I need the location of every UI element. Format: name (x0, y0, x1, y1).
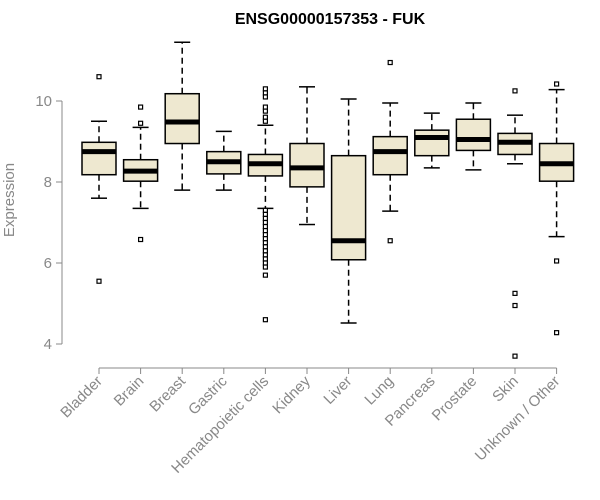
outlier-point (262, 232, 268, 238)
outlier-point (138, 120, 144, 126)
outlier-point (96, 278, 102, 284)
x-tick-label: Brain (111, 373, 148, 410)
outlier-point (262, 94, 268, 100)
box-skin (497, 88, 533, 359)
outlier-point (262, 244, 268, 250)
y-axis: 4 6 8 10 (35, 93, 63, 353)
outlier-point (262, 219, 268, 226)
box-breast (164, 41, 200, 191)
x-tick-label: Skin (489, 373, 522, 406)
outlier-point (262, 215, 268, 222)
box-brain (122, 104, 159, 243)
outlier-point (262, 104, 268, 110)
y-tick-label: 8 (44, 174, 52, 191)
x-tick-label: Kidney (269, 372, 314, 417)
outlier-point (138, 236, 144, 243)
outlier-point (512, 88, 518, 94)
chart-title: ENSG00000157353 - FUK (235, 11, 426, 28)
outlier-point (512, 302, 518, 309)
outlier-point (553, 258, 560, 264)
outlier-point (262, 118, 268, 124)
box-iqr (372, 135, 408, 176)
box-iqr (414, 129, 450, 157)
box-pancreas (414, 112, 450, 169)
x-tick-label: Lung (361, 373, 397, 409)
box-bladder (81, 74, 117, 284)
y-tick-label: 6 (44, 255, 52, 272)
box-kidney (289, 86, 325, 226)
outlier-point (262, 90, 268, 96)
outlier-point (262, 264, 268, 270)
outlier-point (96, 74, 102, 80)
box-iqr (330, 154, 367, 261)
outlier-point (262, 211, 268, 217)
outlier-point (262, 223, 268, 230)
outlier-point (262, 114, 268, 120)
outlier-point (262, 240, 268, 246)
outlier-point (262, 236, 268, 242)
box-gastric (206, 130, 242, 191)
outlier-point (512, 290, 518, 296)
box-unknown-other (538, 81, 575, 336)
box-lung (372, 59, 408, 244)
box-liver (330, 98, 367, 324)
outlier-point (512, 353, 518, 359)
boxes-layer (81, 41, 575, 359)
box-iqr (455, 118, 492, 152)
outlier-point (387, 238, 393, 244)
box-prostate (455, 102, 492, 171)
x-tick-label: Prostate (429, 373, 481, 425)
outlier-point (262, 108, 268, 114)
outlier-point (262, 272, 268, 278)
outlier-point (262, 252, 268, 258)
outlier-point (262, 228, 268, 234)
box-iqr (289, 142, 325, 188)
x-tick-label: Bladder (57, 373, 106, 422)
outlier-point (262, 248, 268, 254)
x-tick-label: Liver (320, 373, 355, 408)
outlier-point (387, 59, 393, 66)
outlier-point (262, 256, 268, 262)
outlier-point (138, 104, 144, 110)
outlier-point (262, 86, 268, 92)
y-tick-label: 10 (35, 93, 52, 110)
outlier-point (553, 330, 560, 336)
outlier-point (553, 81, 560, 87)
y-axis-label: Expression (1, 163, 18, 237)
y-tick-label: 4 (44, 336, 52, 353)
box-iqr (164, 92, 200, 145)
box-iqr (81, 141, 117, 176)
x-tick-label: Breast (146, 372, 189, 415)
outlier-point (262, 260, 268, 266)
box-hematopoietic-cells (247, 86, 284, 323)
outlier-point (262, 207, 268, 213)
outlier-point (262, 317, 268, 323)
